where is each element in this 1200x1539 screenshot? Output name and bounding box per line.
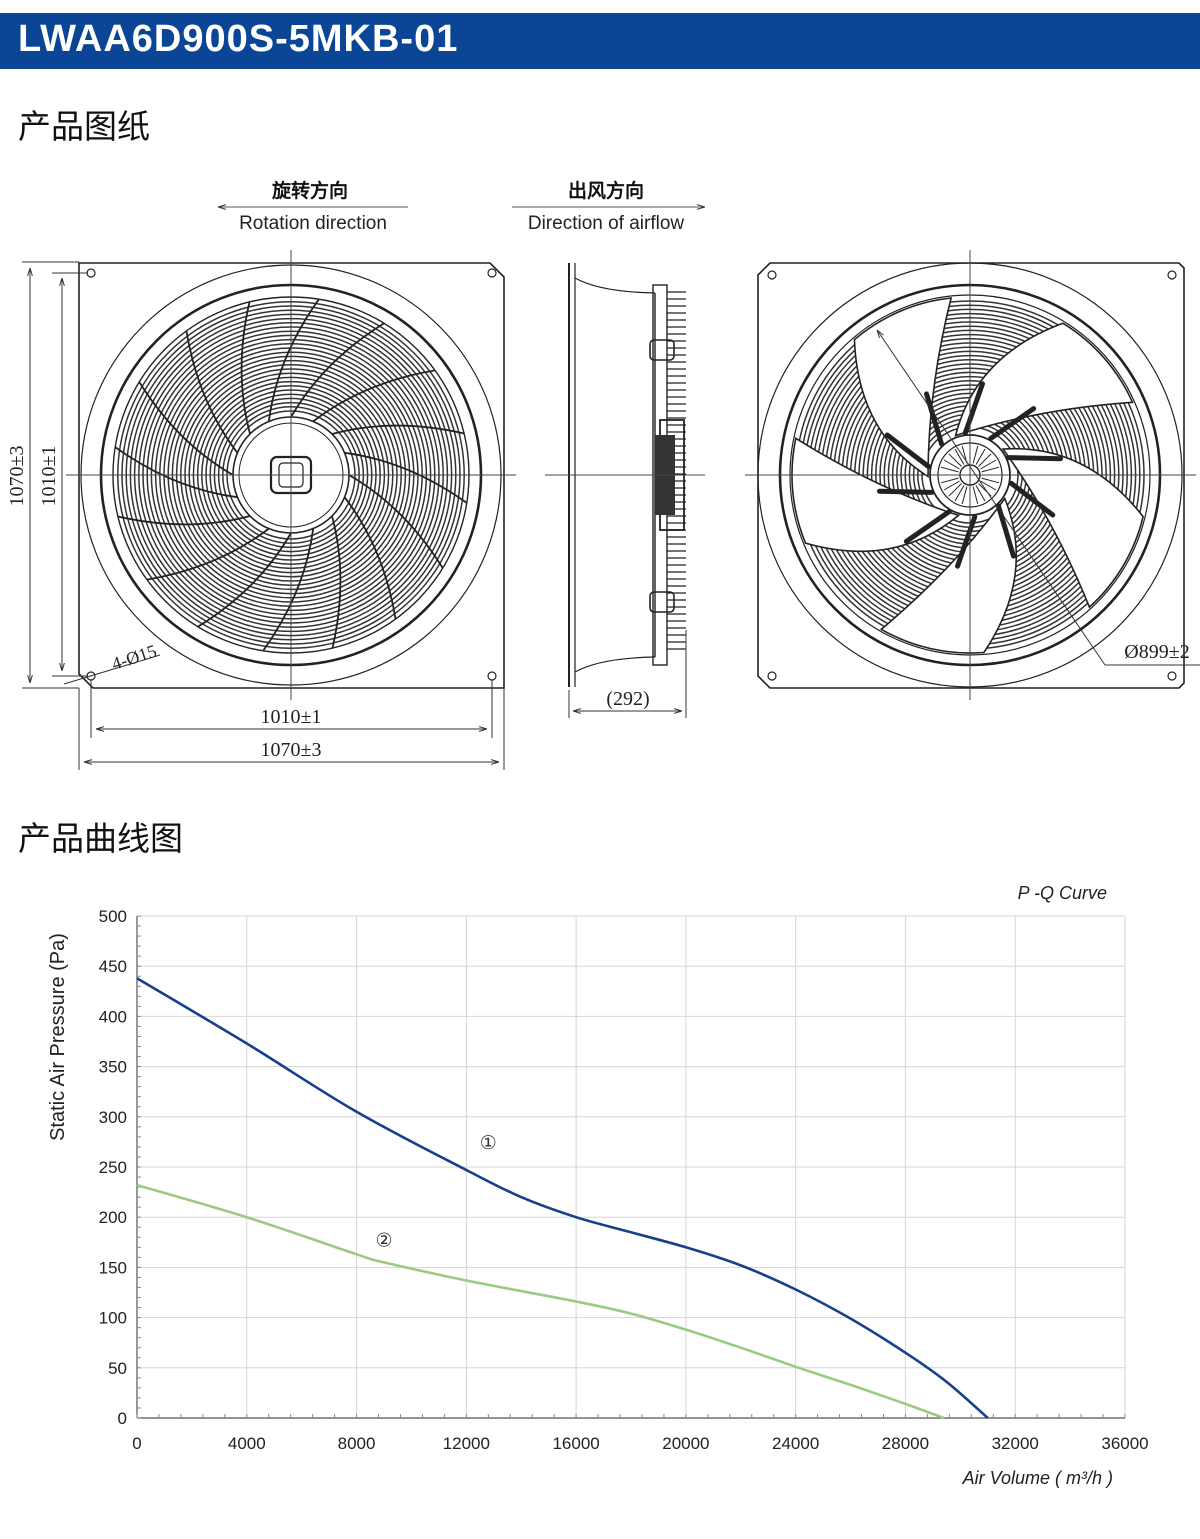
y-tick-label: 350 xyxy=(99,1058,127,1077)
guard-spoke xyxy=(312,369,436,423)
product-drawing: 旋转方向 Rotation direction 出风方向 Direction o… xyxy=(6,179,1200,770)
motor-strut xyxy=(962,381,985,436)
pq-chart: 0 4000 8000 12000 16000 20000 24000 28000 32000 3… xyxy=(47,883,1149,1488)
hub-rib xyxy=(943,480,960,491)
hub-rib xyxy=(940,466,959,473)
hub-rib xyxy=(948,453,962,467)
rotation-label-cn: 旋转方向 xyxy=(271,179,348,202)
curve-label-1: ① xyxy=(480,1133,497,1154)
y-axis-label: Static Air Pressure (Pa) xyxy=(47,933,69,1141)
y-tick-label: 0 xyxy=(118,1409,127,1428)
hub-rib xyxy=(978,453,992,467)
dim-diameter: Ø899±2 xyxy=(1124,641,1189,663)
guard-spoke xyxy=(185,330,239,454)
dim-inner-horizontal: 1010±1 xyxy=(261,706,322,728)
rear-view xyxy=(745,250,1196,700)
section-title-curve: 产品曲线图 xyxy=(18,819,183,858)
guard-spoke xyxy=(240,301,251,435)
fan-blade xyxy=(791,437,961,553)
dim-depth: (292) xyxy=(606,688,649,710)
guard-spoke xyxy=(138,381,234,476)
series-line-2 xyxy=(136,1183,945,1420)
x-tick-label: 16000 xyxy=(552,1434,599,1453)
x-tick-label: 24000 xyxy=(772,1434,819,1453)
hub-rib xyxy=(975,485,986,502)
guard-spoke xyxy=(343,496,397,620)
x-tick-label: 28000 xyxy=(882,1434,929,1453)
hub-rib xyxy=(954,448,965,465)
chart-title: P -Q Curve xyxy=(1018,883,1107,903)
hub-rib xyxy=(981,466,1000,473)
front-view xyxy=(66,250,516,700)
y-tick-label: 150 xyxy=(99,1258,127,1277)
hub-rib xyxy=(980,459,997,470)
hub-rib xyxy=(954,485,965,502)
y-tick-label: 450 xyxy=(99,957,127,976)
guard-spoke xyxy=(348,474,444,569)
guard-spoke xyxy=(117,515,251,526)
curve-label-2: ② xyxy=(375,1230,392,1251)
x-tick-label: 32000 xyxy=(992,1434,1039,1453)
fan-blade xyxy=(853,297,953,478)
airflow-label-cn: 出风方向 xyxy=(568,179,644,202)
section-title-drawing: 产品图纸 xyxy=(18,107,150,146)
product-model-title: LWAA6D900S-5MKB-01 xyxy=(18,18,459,60)
y-tick-label: 300 xyxy=(99,1108,127,1127)
hub-rib xyxy=(961,486,968,505)
guard-spoke xyxy=(344,451,468,504)
dim-outer-vertical: 1070±3 xyxy=(6,446,28,507)
motor-strut xyxy=(903,509,952,544)
hub-rib xyxy=(972,445,979,464)
motor-strut xyxy=(995,503,1016,559)
y-tick-label: 250 xyxy=(99,1158,127,1177)
hub-rib xyxy=(943,459,960,470)
title-bar: LWAA6D900S-5MKB-01 xyxy=(0,13,1200,69)
guard-spoke xyxy=(290,322,385,418)
x-tick-label: 12000 xyxy=(443,1434,490,1453)
hub-rib xyxy=(981,477,1000,484)
x-tick-label: 8000 xyxy=(338,1434,376,1453)
guard-spoke xyxy=(197,532,292,628)
airflow-label-en: Direction of airflow xyxy=(528,213,685,234)
rotation-label-en: Rotation direction xyxy=(239,213,387,234)
dim-inner-vertical: 1010±1 xyxy=(38,446,60,507)
motor-strut xyxy=(877,488,935,495)
guard-spoke xyxy=(267,298,320,422)
motor-strut xyxy=(924,391,945,447)
motor-strut xyxy=(955,514,978,569)
hub-rib xyxy=(972,486,979,505)
front-view-dimensions xyxy=(22,261,505,770)
y-tick-label: 200 xyxy=(99,1208,127,1227)
x-tick-label: 20000 xyxy=(662,1434,709,1453)
hub-rib xyxy=(975,448,986,465)
x-axis-label: Air Volume ( m³/h ) xyxy=(962,1468,1113,1488)
hub-rib xyxy=(980,480,997,491)
motor-strut xyxy=(1005,455,1063,462)
dim-mount-holes: 4-Ø15 xyxy=(109,641,159,674)
hub-rib xyxy=(940,477,959,484)
hub-rib xyxy=(948,483,962,497)
x-tick-label: 36000 xyxy=(1101,1434,1148,1453)
x-tick-label: 0 xyxy=(132,1434,141,1453)
series-line-1 xyxy=(136,977,989,1419)
guard-spoke xyxy=(146,527,270,581)
fan-blade xyxy=(879,496,1018,654)
motor-strut xyxy=(988,406,1037,441)
guard-spoke xyxy=(331,515,342,649)
fan-blade xyxy=(954,322,1134,437)
y-tick-label: 50 xyxy=(108,1359,127,1378)
side-view xyxy=(545,263,705,687)
x-tick-label: 4000 xyxy=(228,1434,266,1453)
y-tick-label: 400 xyxy=(99,1007,127,1026)
guard-spoke xyxy=(262,528,315,652)
motor-strut xyxy=(884,432,932,470)
guard-spoke xyxy=(114,446,238,499)
motor-strut xyxy=(1008,480,1056,518)
y-tick-label: 500 xyxy=(99,907,127,926)
fan-blade xyxy=(1001,447,1144,609)
dim-outer-horizontal: 1070±3 xyxy=(261,739,322,761)
y-tick-label: 100 xyxy=(99,1309,127,1328)
guard-spoke xyxy=(331,424,465,435)
